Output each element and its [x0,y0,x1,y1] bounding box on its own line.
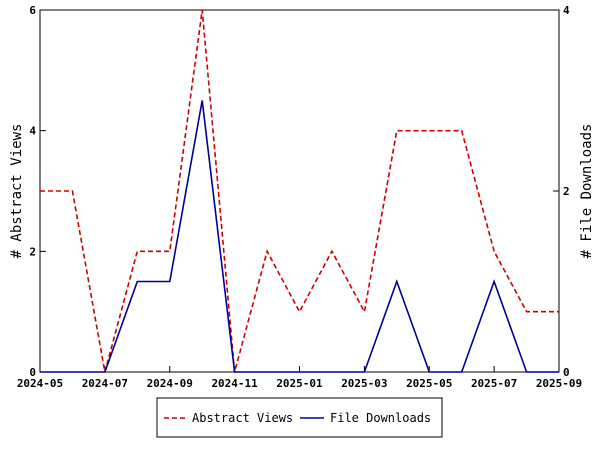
y-axis-title-right: # File Downloads [579,124,595,259]
x-tick-label: 2024-09 [147,377,193,390]
legend: Abstract Views File Downloads [156,397,443,438]
series-line-abstract-views [40,9,559,373]
y-tick-label: 4 [29,125,36,138]
y-tick-label: 6 [29,4,36,17]
x-tick-label: 2025-03 [341,377,387,390]
legend-box [156,397,443,438]
y-tick-label: 0 [29,366,36,379]
series-line-file-downloads [40,100,559,373]
y-tick-label: 2 [29,245,36,258]
y2-tick-label: 4 [563,4,570,17]
y-axis-right: 0 2 4 [553,4,570,379]
y2-tick-label: 0 [563,366,570,379]
x-tick-label: 2024-11 [211,377,258,390]
x-tick-label: 2025-01 [276,377,323,390]
x-tick-label: 2025-09 [536,377,582,390]
x-tick-label: 2025-05 [406,377,452,390]
x-tick-label: 2024-07 [82,377,128,390]
x-tick-label: 2025-07 [471,377,517,390]
y-axis-title-left: # Abstract Views [9,124,25,259]
y2-tick-label: 2 [563,185,570,198]
x-axis: 2024-05 2024-07 2024-09 2024-11 2025-01 2025-… [17,366,582,390]
series-layer [40,9,559,373]
x-tick-label: 2024-05 [17,377,63,390]
legend-label-abstract-views: Abstract Views [192,411,293,425]
legend-label-file-downloads: File Downloads [330,411,431,425]
